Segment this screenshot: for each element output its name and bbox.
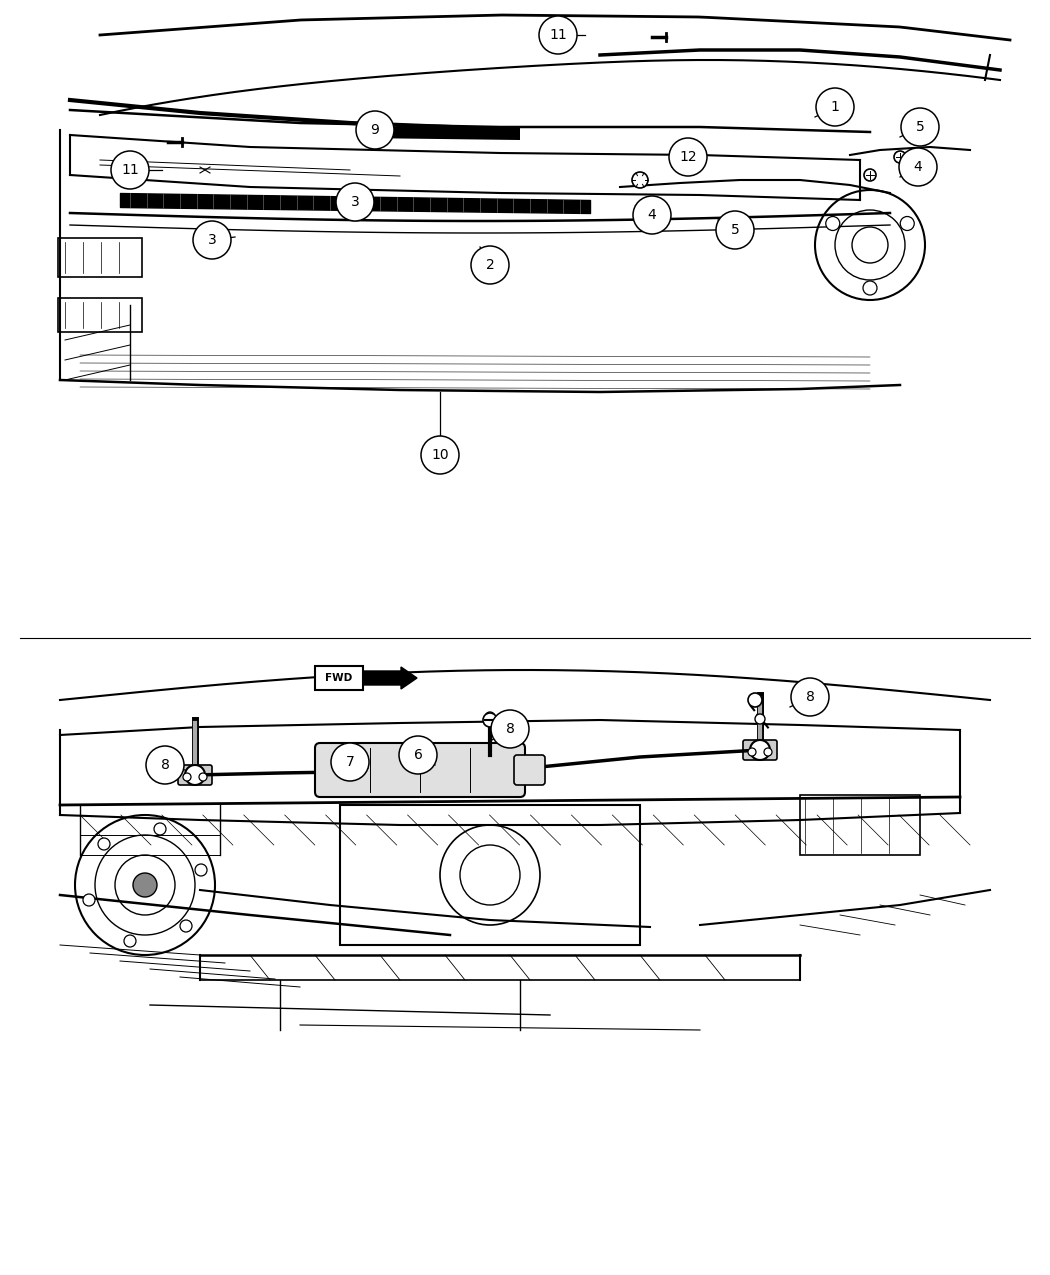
Text: 5: 5 bbox=[731, 223, 739, 237]
Circle shape bbox=[98, 838, 110, 850]
Text: 2: 2 bbox=[485, 258, 495, 272]
Circle shape bbox=[331, 743, 369, 782]
Circle shape bbox=[83, 894, 94, 907]
Text: 11: 11 bbox=[549, 28, 567, 42]
Circle shape bbox=[899, 148, 937, 186]
Text: 10: 10 bbox=[432, 448, 448, 462]
FancyBboxPatch shape bbox=[315, 666, 363, 690]
Text: 6: 6 bbox=[414, 748, 422, 762]
Circle shape bbox=[864, 170, 876, 181]
Circle shape bbox=[154, 822, 166, 835]
Circle shape bbox=[471, 246, 509, 284]
FancyBboxPatch shape bbox=[315, 743, 525, 797]
Text: 8: 8 bbox=[805, 690, 815, 704]
Text: 4: 4 bbox=[648, 208, 656, 222]
Circle shape bbox=[146, 746, 184, 784]
Circle shape bbox=[485, 711, 495, 722]
Circle shape bbox=[193, 221, 231, 259]
Circle shape bbox=[124, 935, 136, 947]
Circle shape bbox=[669, 138, 707, 176]
Circle shape bbox=[399, 736, 437, 774]
Text: 1: 1 bbox=[831, 99, 839, 113]
Circle shape bbox=[863, 280, 877, 295]
Circle shape bbox=[748, 694, 762, 708]
Text: 9: 9 bbox=[371, 122, 379, 136]
Circle shape bbox=[183, 773, 191, 782]
Circle shape bbox=[633, 196, 671, 235]
Circle shape bbox=[133, 873, 158, 898]
Text: 12: 12 bbox=[679, 150, 697, 164]
Circle shape bbox=[195, 864, 207, 876]
Circle shape bbox=[750, 740, 770, 760]
Circle shape bbox=[632, 172, 648, 187]
Circle shape bbox=[491, 710, 529, 748]
Polygon shape bbox=[360, 128, 520, 140]
Text: 3: 3 bbox=[351, 195, 359, 209]
Text: 8: 8 bbox=[505, 722, 514, 736]
Text: 5: 5 bbox=[916, 120, 924, 134]
Circle shape bbox=[764, 748, 772, 756]
Circle shape bbox=[539, 17, 578, 54]
Circle shape bbox=[421, 436, 459, 474]
Text: 4: 4 bbox=[914, 159, 922, 173]
Text: 3: 3 bbox=[208, 233, 216, 247]
Circle shape bbox=[894, 150, 906, 163]
Circle shape bbox=[816, 88, 854, 126]
Circle shape bbox=[791, 678, 830, 717]
Circle shape bbox=[825, 217, 840, 231]
Circle shape bbox=[755, 714, 765, 724]
Circle shape bbox=[111, 150, 149, 189]
FancyBboxPatch shape bbox=[743, 740, 777, 760]
Circle shape bbox=[185, 765, 205, 785]
Circle shape bbox=[901, 108, 939, 147]
FancyArrow shape bbox=[363, 667, 417, 689]
FancyBboxPatch shape bbox=[514, 755, 545, 785]
Circle shape bbox=[900, 217, 915, 231]
Circle shape bbox=[716, 210, 754, 249]
Circle shape bbox=[356, 111, 394, 149]
FancyBboxPatch shape bbox=[178, 765, 212, 785]
Circle shape bbox=[180, 921, 192, 932]
Circle shape bbox=[336, 184, 374, 221]
Text: 7: 7 bbox=[345, 755, 355, 769]
Circle shape bbox=[748, 748, 756, 756]
Text: 11: 11 bbox=[121, 163, 139, 177]
Text: 8: 8 bbox=[161, 759, 169, 771]
Circle shape bbox=[483, 713, 497, 727]
Circle shape bbox=[200, 773, 207, 782]
Text: FWD: FWD bbox=[326, 673, 353, 683]
